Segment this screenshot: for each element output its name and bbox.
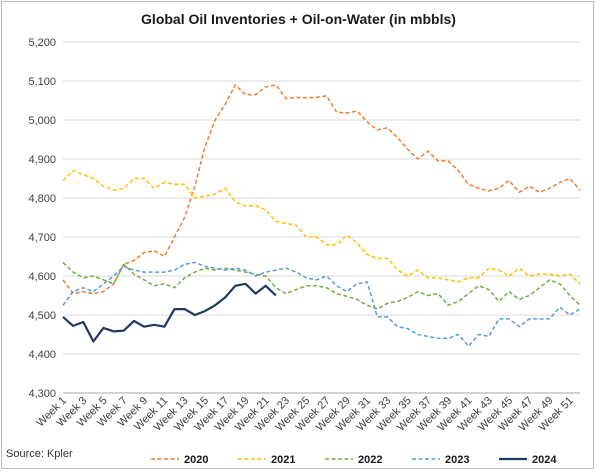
chart-title: Global Oil Inventories + Oil-on-Water (i…: [141, 11, 456, 27]
source-note: Source: Kpler: [6, 448, 73, 460]
series-line-2023: [62, 261, 581, 347]
gridlines: [63, 41, 580, 355]
series-line-2020: [62, 84, 581, 295]
legend-label-2023: 2023: [445, 454, 469, 466]
y-tick-label: 4,500: [28, 310, 56, 322]
y-axis-labels: 4,300 4,400 4,500 4,600 4,700 4,800 4,900 5,000…: [28, 37, 56, 400]
series-line-2024: [62, 282, 277, 343]
series-lines: [62, 84, 581, 347]
y-tick-label: 4,400: [28, 349, 56, 361]
y-tick-label: 4,700: [28, 232, 56, 244]
y-tick-label: 5,100: [28, 76, 56, 88]
y-tick-label: 4,800: [28, 193, 56, 205]
legend-label-2022: 2022: [358, 454, 382, 466]
series-line-2021: [62, 169, 581, 285]
series-line-2022: [62, 261, 581, 310]
y-tick-label: 4,300: [28, 388, 56, 400]
legend: 2020 2021 2022 2023 2024: [151, 454, 557, 466]
legend-label-2021: 2021: [271, 454, 295, 466]
legend-label-2020: 2020: [184, 454, 208, 466]
y-tick-label: 4,600: [28, 271, 56, 283]
y-tick-label: 5,200: [28, 37, 56, 49]
y-tick-label: 4,900: [28, 154, 56, 166]
y-tick-label: 5,000: [28, 115, 56, 127]
legend-label-2024: 2024: [532, 454, 557, 466]
